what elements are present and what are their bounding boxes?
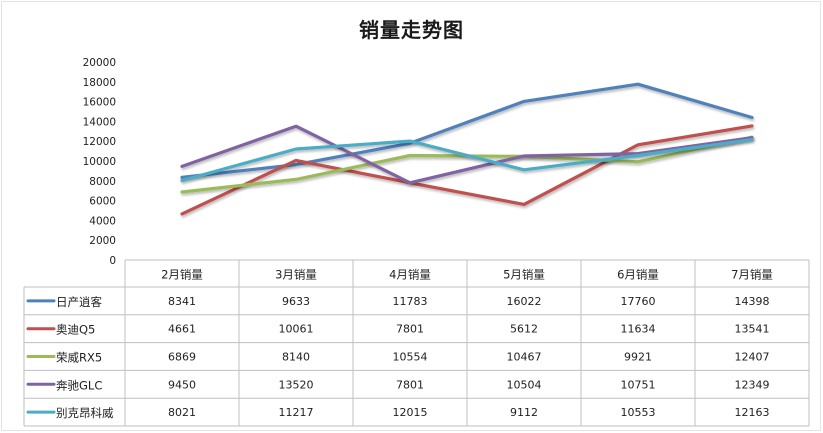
data-value-cell: 10467 [507,351,542,364]
y-tick-label: 12000 [83,136,116,148]
data-value-cell: 14398 [735,295,770,308]
category-label: 7月销量 [731,268,773,282]
data-value-cell: 13541 [735,323,770,336]
category-label: 4月销量 [389,268,431,282]
chart-title: 销量走势图 [359,18,464,42]
legend-label: 荣威RX5 [56,351,102,365]
series-line [180,82,754,179]
data-value-cell: 9450 [168,378,196,391]
data-value-cell: 13520 [279,378,314,391]
y-tick-label: 16000 [83,97,116,109]
legend-label: 奔驰GLC [56,378,102,392]
data-value-cell: 8140 [282,351,310,364]
data-value-cell: 16022 [507,295,542,308]
data-value-cell: 9921 [624,351,652,364]
y-tick-label: 20000 [83,57,116,69]
series-line [180,138,754,183]
data-value-cell: 10751 [621,378,656,391]
data-value-cell: 8021 [168,406,196,419]
category-label: 3月销量 [275,268,317,282]
category-label: 2月销量 [161,268,203,282]
data-value-cell: 6869 [168,351,196,364]
data-value-cell: 10061 [279,323,314,336]
y-tick-label: 10000 [83,156,116,168]
legend-label: 日产逍客 [56,295,102,309]
data-value-cell: 11634 [621,323,656,336]
category-label: 6月销量 [617,268,659,282]
legend-label: 别克昂科威 [56,406,114,420]
data-value-cell: 9633 [282,295,310,308]
y-tick-label: 14000 [83,116,116,128]
series-line [180,124,754,185]
data-value-cell: 11783 [393,295,428,308]
data-value-cell: 11217 [279,406,314,419]
data-value-cell: 12163 [735,406,770,419]
y-tick-label: 6000 [89,196,116,208]
y-tick-label: 18000 [83,77,116,89]
data-value-cell: 12015 [393,406,428,419]
data-value-cell: 5612 [510,323,538,336]
y-tick-label: 2000 [89,235,116,247]
category-label: 5月销量 [503,268,545,282]
data-value-cell: 7801 [396,323,424,336]
data-value-cell: 12349 [735,378,770,391]
data-value-cell: 9112 [510,406,538,419]
data-value-cell: 17760 [621,295,656,308]
y-tick-label: 0 [109,255,116,267]
data-value-cell: 7801 [396,378,424,391]
data-value-cell: 10554 [393,351,428,364]
data-value-cell: 10553 [621,406,656,419]
data-value-cell: 10504 [507,378,542,391]
data-value-cell: 12407 [735,351,770,364]
series-line [180,124,754,216]
data-value-cell: 8341 [168,295,196,308]
legend-label: 奥迪Q5 [56,323,95,337]
y-tick-label: 8000 [89,176,116,188]
series-line [180,135,754,194]
y-tick-label: 4000 [89,215,116,227]
data-value-cell: 4661 [168,323,196,336]
